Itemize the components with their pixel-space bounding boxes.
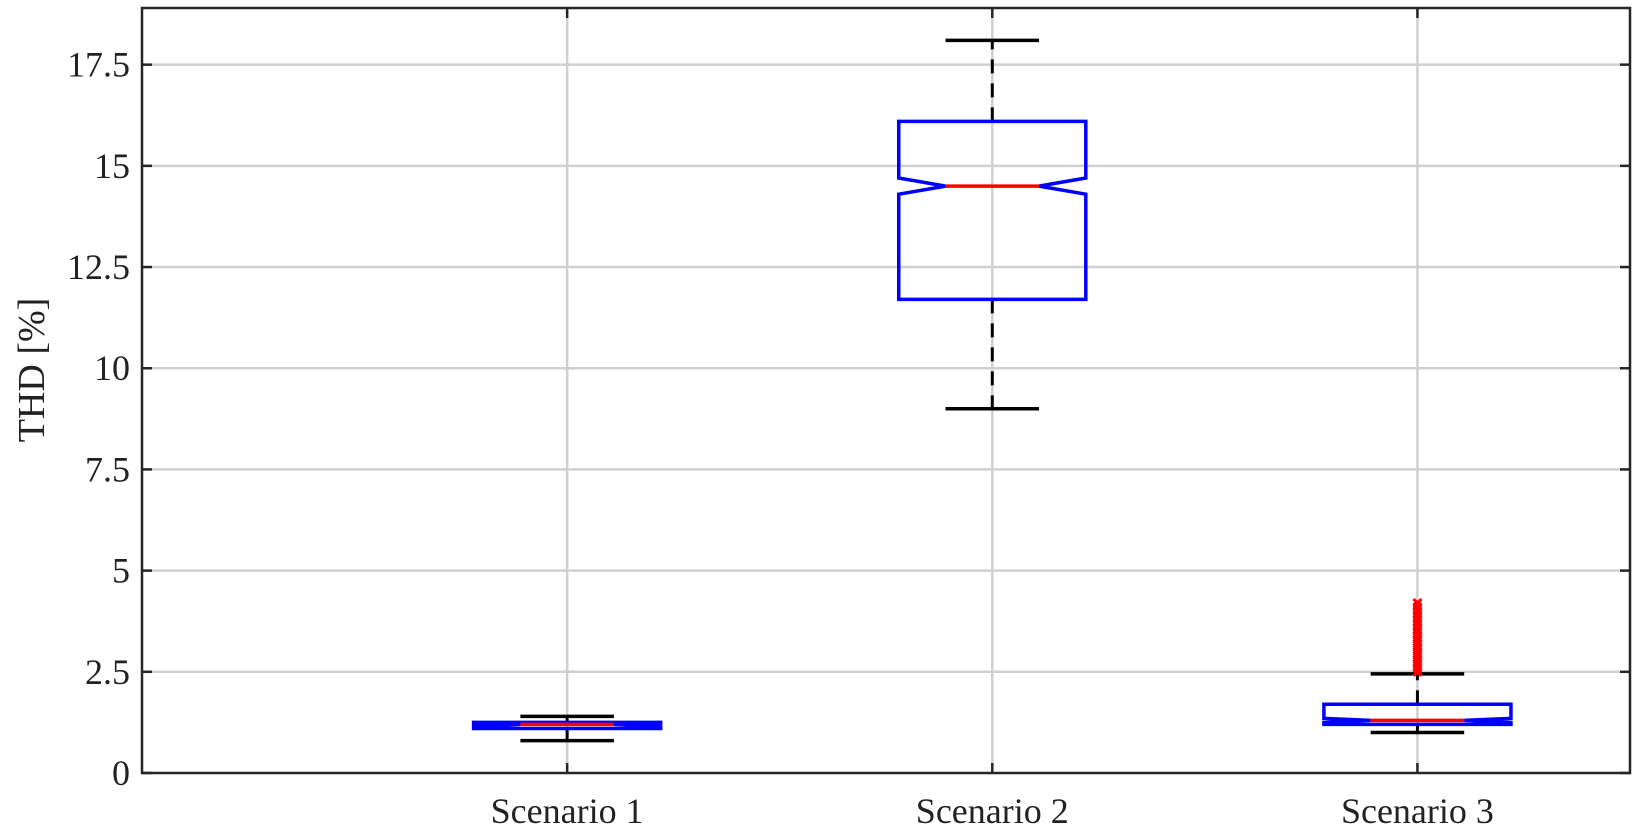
x-tick-label: Scenario 2 [916, 791, 1069, 831]
y-tick-label: 7.5 [85, 449, 130, 489]
x-tick-label: Scenario 1 [491, 791, 644, 831]
y-tick-label: 10 [94, 348, 130, 388]
axes [140, 6, 1632, 775]
box-series [471, 38, 1513, 743]
box-1 [471, 714, 663, 743]
box-body [1322, 702, 1513, 727]
y-tick-label: 15 [94, 146, 130, 186]
y-tick-label: 17.5 [67, 45, 130, 85]
x-tick-label: Scenario 3 [1341, 791, 1494, 831]
y-tick-label: 5 [112, 551, 130, 591]
box-body [471, 720, 663, 731]
axes-frame [140, 6, 1632, 775]
y-axis-label: THD [%] [11, 298, 53, 443]
y-tick-label: 0 [112, 753, 130, 793]
box-body [897, 119, 1088, 302]
box-2 [897, 38, 1088, 411]
outlier-point-stroke [1412, 597, 1423, 609]
y-tick-label: 2.5 [85, 652, 130, 692]
box-3 [1322, 597, 1513, 735]
y-tick-label: 12.5 [67, 247, 130, 287]
tick-labels: 0 2.5 5 7.5 10 12.5 15 17.5 Scenario 1 Scenario 2… [67, 45, 1494, 831]
